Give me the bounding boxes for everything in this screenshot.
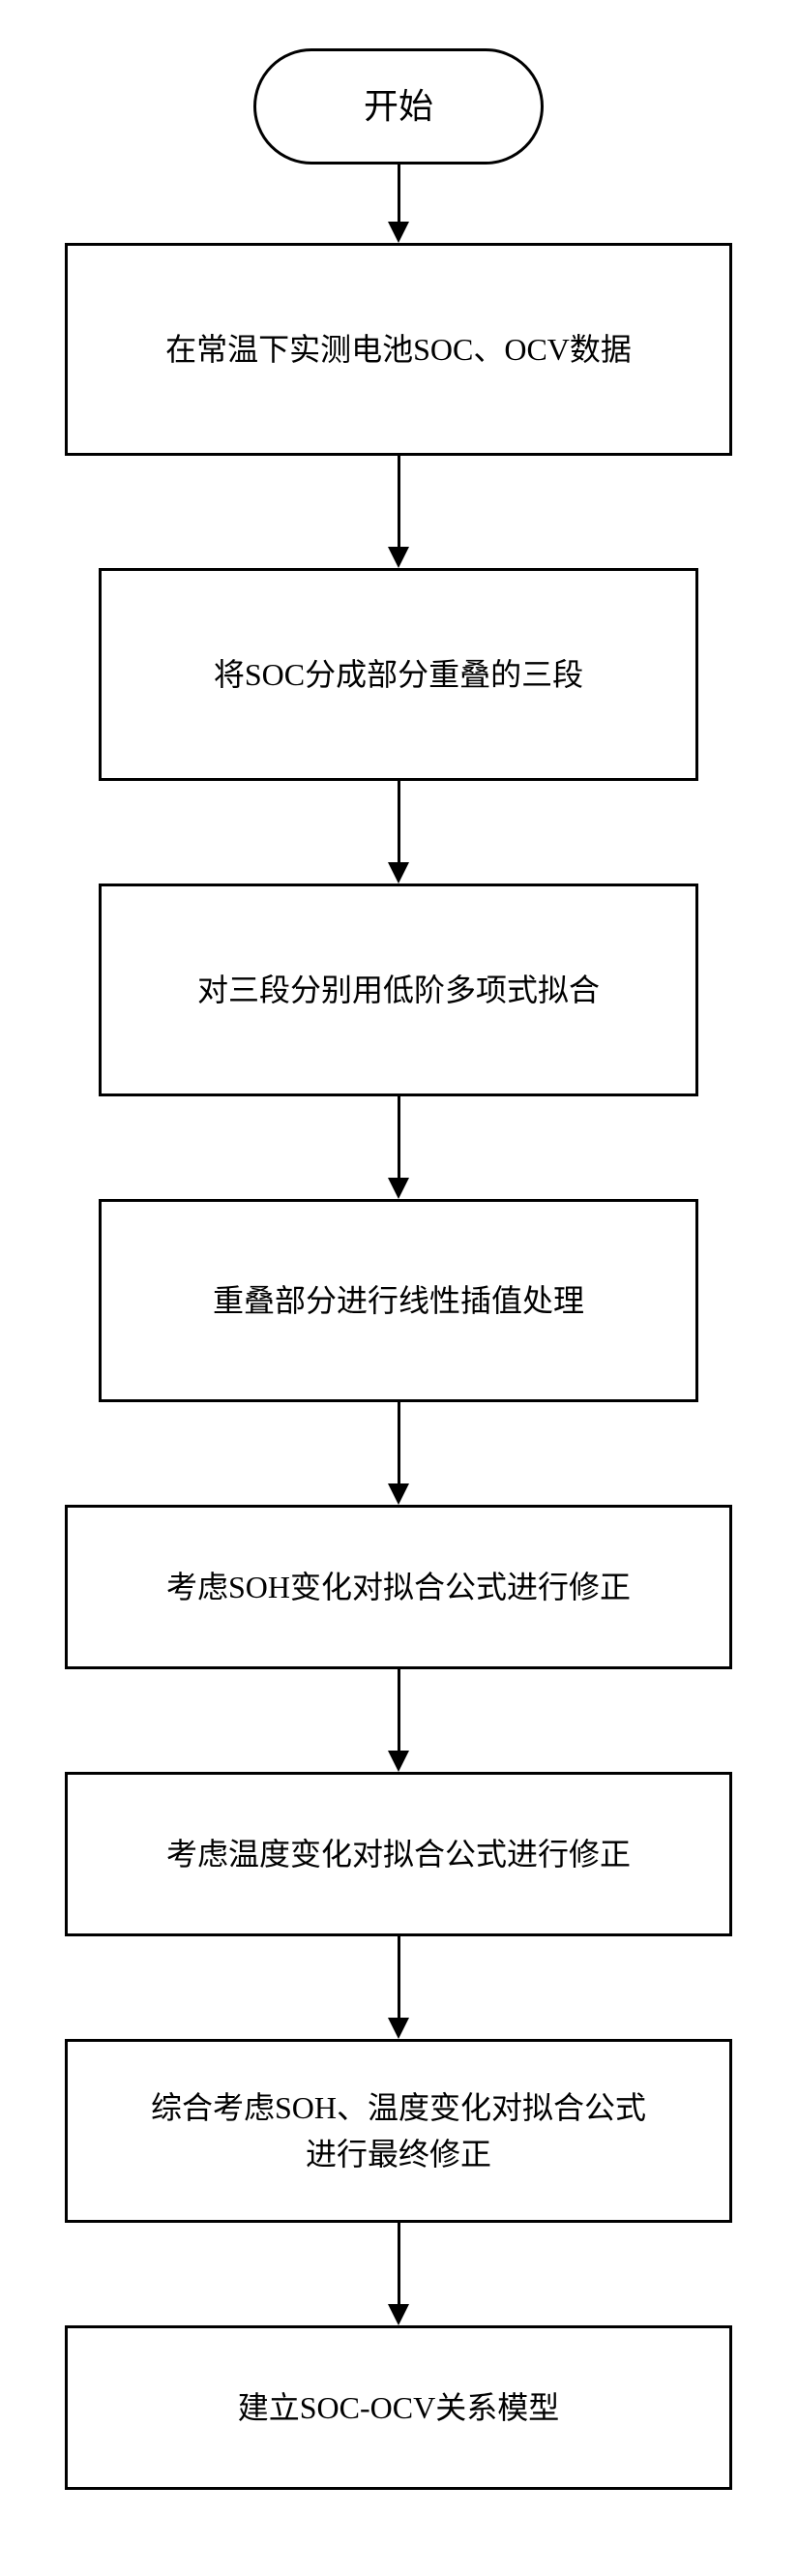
arrow-line [398, 1669, 400, 1752]
arrow-7 [388, 2223, 409, 2325]
arrow-line [398, 781, 400, 863]
arrow-3 [388, 1096, 409, 1199]
arrow-head-icon [388, 1178, 409, 1199]
process-node-text: 考虑温度变化对拟合公式进行修正 [166, 1831, 631, 1877]
arrow-line [398, 165, 400, 223]
process-node-text: 综合考虑SOH、温度变化对拟合公式 进行最终修正 [151, 2084, 646, 2177]
arrow-5 [388, 1669, 409, 1772]
arrow-line [398, 456, 400, 548]
arrow-line [398, 1402, 400, 1484]
arrow-line [398, 2223, 400, 2305]
process-node-7: 综合考虑SOH、温度变化对拟合公式 进行最终修正 [65, 2039, 732, 2223]
arrow-4 [388, 1402, 409, 1505]
start-node: 开始 [253, 48, 544, 165]
start-node-text: 开始 [364, 87, 433, 126]
process-node-text: 建立SOC-OCV关系模型 [238, 2384, 559, 2431]
process-node-2: 将SOC分成部分重叠的三段 [99, 568, 698, 781]
process-node-1: 在常温下实测电池SOC、OCV数据 [65, 243, 732, 456]
arrow-head-icon [388, 1751, 409, 1772]
arrow-head-icon [388, 547, 409, 568]
arrow-head-icon [388, 2304, 409, 2325]
process-node-text: 将SOC分成部分重叠的三段 [214, 651, 583, 698]
process-node-8: 建立SOC-OCV关系模型 [65, 2325, 732, 2490]
arrow-line [398, 1096, 400, 1179]
flowchart-container: 开始 在常温下实测电池SOC、OCV数据 将SOC分成部分重叠的三段 对三段分别… [0, 0, 797, 2548]
process-node-text: 对三段分别用低阶多项式拟合 [197, 967, 600, 1013]
arrow-line [398, 1936, 400, 2019]
arrow-2 [388, 781, 409, 884]
process-node-5: 考虑SOH变化对拟合公式进行修正 [65, 1505, 732, 1669]
arrow-head-icon [388, 222, 409, 243]
arrow-1 [388, 456, 409, 568]
process-node-text: 在常温下实测电池SOC、OCV数据 [165, 326, 632, 373]
arrow-head-icon [388, 1483, 409, 1505]
process-node-6: 考虑温度变化对拟合公式进行修正 [65, 1772, 732, 1936]
process-node-4: 重叠部分进行线性插值处理 [99, 1199, 698, 1402]
process-node-text: 考虑SOH变化对拟合公式进行修正 [166, 1564, 631, 1610]
arrow-0 [388, 165, 409, 243]
arrow-head-icon [388, 862, 409, 884]
arrow-head-icon [388, 2018, 409, 2039]
process-node-text: 重叠部分进行线性插值处理 [213, 1277, 584, 1324]
process-node-3: 对三段分别用低阶多项式拟合 [99, 884, 698, 1096]
arrow-6 [388, 1936, 409, 2039]
